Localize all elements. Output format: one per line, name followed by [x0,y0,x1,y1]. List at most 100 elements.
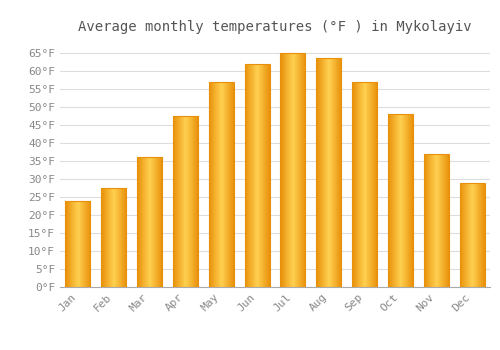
Bar [463,182,464,287]
Bar [141,157,142,287]
Bar [219,82,220,287]
Bar [253,64,254,287]
Bar [365,82,366,287]
Bar [473,182,474,287]
Bar [143,157,144,287]
Bar [152,157,153,287]
Bar [411,114,412,287]
Bar [469,182,470,287]
Bar [146,157,148,287]
Bar [388,114,413,287]
Bar [269,64,270,287]
Bar [194,116,195,287]
Bar [246,64,247,287]
Bar [388,114,389,287]
Bar [399,114,400,287]
Bar [208,82,210,287]
Bar [101,188,102,287]
Bar [441,154,442,287]
Bar [116,188,117,287]
Bar [161,157,162,287]
Bar [296,53,297,287]
Bar [162,157,163,287]
Bar [331,58,332,287]
Bar [176,116,178,287]
Bar [328,58,329,287]
Bar [183,116,184,287]
Bar [424,154,425,287]
Bar [222,82,223,287]
Bar [280,53,281,287]
Bar [137,157,162,287]
Bar [122,188,123,287]
Bar [340,58,342,287]
Bar [335,58,336,287]
Bar [470,182,471,287]
Bar [332,58,333,287]
Bar [316,58,342,287]
Bar [320,58,322,287]
Bar [438,154,439,287]
Bar [212,82,214,287]
Bar [68,201,70,287]
Bar [84,201,86,287]
Bar [359,82,360,287]
Bar [304,53,305,287]
Bar [363,82,364,287]
Bar [357,82,358,287]
Bar [186,116,187,287]
Bar [412,114,413,287]
Bar [181,116,182,287]
Bar [398,114,399,287]
Bar [428,154,429,287]
Bar [144,157,145,287]
Bar [375,82,376,287]
Bar [175,116,176,287]
Bar [389,114,390,287]
Bar [174,116,175,287]
Bar [287,53,288,287]
Bar [462,182,463,287]
Bar [472,182,473,287]
Bar [89,201,90,287]
Bar [192,116,193,287]
Bar [295,53,296,287]
Bar [188,116,189,287]
Bar [178,116,180,287]
Bar [264,64,265,287]
Bar [137,157,138,287]
Bar [288,53,290,287]
Bar [247,64,248,287]
Bar [461,182,462,287]
Bar [226,82,227,287]
Bar [263,64,264,287]
Bar [434,154,436,287]
Bar [402,114,404,287]
Bar [225,82,226,287]
Bar [288,53,289,287]
Bar [233,82,234,287]
Bar [125,188,126,287]
Bar [358,82,359,287]
Bar [226,82,228,287]
Bar [376,82,377,287]
Bar [369,82,370,287]
Bar [322,58,324,287]
Bar [478,182,479,287]
Bar [282,53,283,287]
Bar [330,58,331,287]
Bar [256,64,257,287]
Bar [114,188,115,287]
Bar [258,64,260,287]
Bar [232,82,233,287]
Bar [78,201,79,287]
Bar [70,201,71,287]
Bar [191,116,192,287]
Bar [479,182,480,287]
Bar [408,114,409,287]
Bar [250,64,251,287]
Bar [318,58,319,287]
Bar [404,114,406,287]
Bar [102,188,103,287]
Bar [221,82,222,287]
